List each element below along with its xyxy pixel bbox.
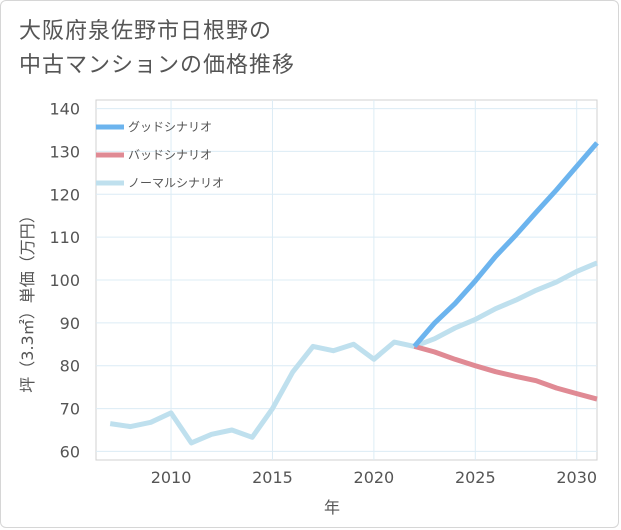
y-axis-label: 坪（3.3㎡）単価（万円） bbox=[18, 207, 37, 392]
x-ticks: 2010 2015 2020 2025 2030 bbox=[151, 468, 597, 487]
y-tick-label: 70 bbox=[60, 400, 80, 419]
series-line-0 bbox=[412, 141, 599, 349]
series-line-1 bbox=[413, 343, 598, 402]
y-ticks: 60 70 80 90 100 110 120 130 140 bbox=[49, 100, 80, 462]
grid bbox=[96, 100, 597, 460]
y-tick-label: 80 bbox=[60, 357, 80, 376]
x-tick-label: 2030 bbox=[556, 468, 597, 487]
x-tick-label: 2020 bbox=[354, 468, 395, 487]
series-lines bbox=[109, 141, 599, 446]
x-axis-label: 年 bbox=[324, 498, 340, 517]
y-tick-label: 110 bbox=[49, 228, 80, 247]
y-tick-label: 90 bbox=[60, 314, 80, 333]
y-tick-label: 130 bbox=[49, 142, 80, 161]
x-tick-label: 2010 bbox=[151, 468, 192, 487]
y-tick-label: 140 bbox=[49, 100, 80, 119]
legend-label-2: ノーマルシナリオ bbox=[128, 176, 224, 190]
x-tick-label: 2025 bbox=[455, 468, 496, 487]
y-tick-label: 120 bbox=[49, 185, 80, 204]
chart-title: 大阪府泉佐野市日根野の 中古マンションの価格推移 bbox=[19, 19, 296, 78]
series-line-2 bbox=[109, 260, 598, 446]
legend-label-1: バッドシナリオ bbox=[128, 148, 212, 162]
y-tick-label: 60 bbox=[60, 442, 80, 461]
y-tick-label: 100 bbox=[49, 271, 80, 290]
legend-label-0: グッドシナリオ bbox=[128, 120, 212, 134]
x-tick-label: 2015 bbox=[252, 468, 293, 487]
